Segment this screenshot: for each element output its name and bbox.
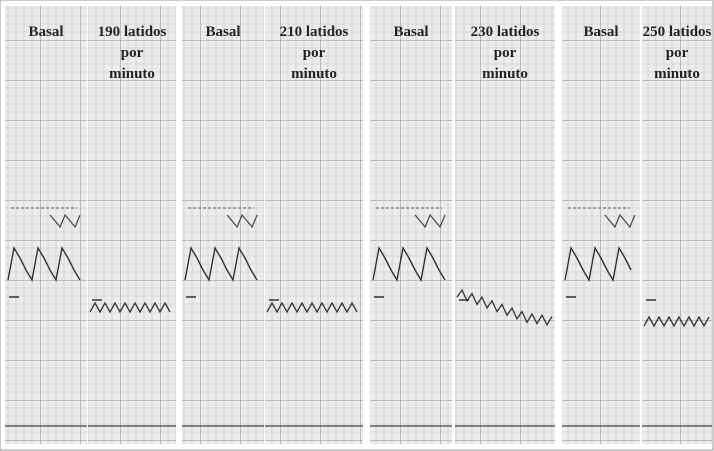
strip-label: Basal (28, 24, 63, 40)
strip-label: por (494, 45, 517, 61)
strip-label: 230 latidos (471, 24, 540, 40)
strip-label: por (303, 45, 326, 61)
tracing-figure: Basal 190 latidos por minuto Basal 210 latido… (0, 0, 714, 451)
recording-strip (5, 6, 87, 444)
strip-label: minuto (482, 66, 528, 82)
strip-label: por (121, 45, 144, 61)
strip-label: Basal (393, 24, 428, 40)
strip-label: 210 latidos (280, 24, 349, 40)
strip-label: Basal (205, 24, 240, 40)
recording-strip (370, 6, 452, 444)
strip-label: Basal (583, 24, 618, 40)
recording-strip (182, 6, 264, 444)
strip-label: minuto (291, 66, 337, 82)
strip-label: 190 latidos (98, 24, 167, 40)
strip-label: minuto (109, 66, 155, 82)
strip-label: 250 latidos (643, 24, 712, 40)
strip-label: por (666, 45, 689, 61)
strip-label: minuto (654, 66, 700, 82)
